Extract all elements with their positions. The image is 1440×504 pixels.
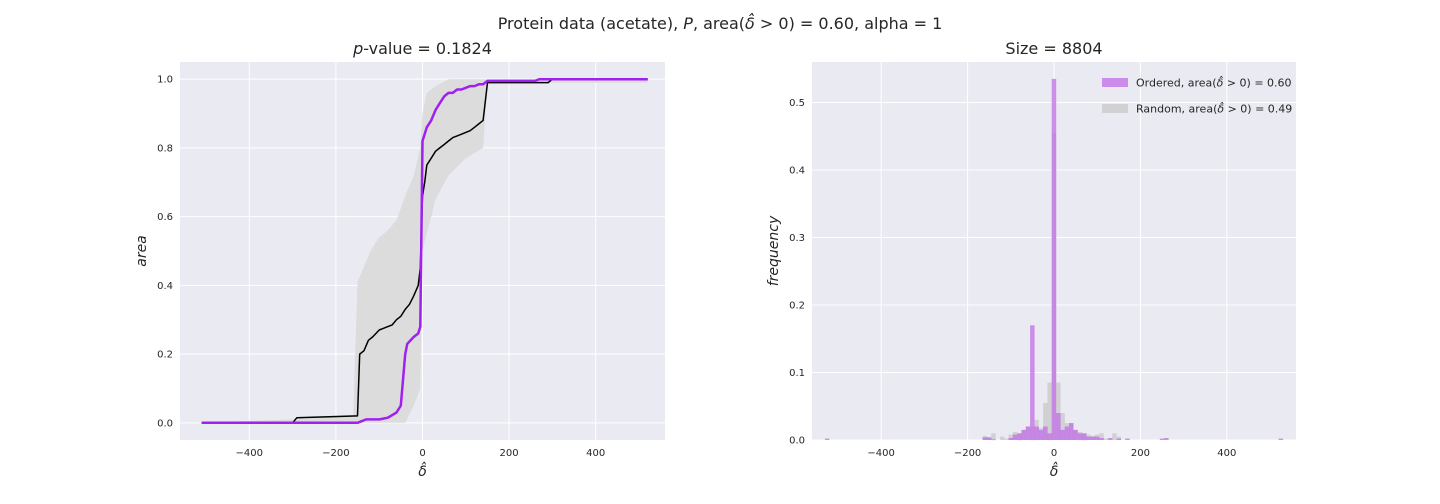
random-bar [1112,433,1117,441]
ordered-bar [991,439,996,441]
random-bar [1004,438,1009,440]
random-bar [1047,382,1052,440]
cdf-plot-xlabel: δ̂ [418,461,427,480]
histogram-plot-ylabel: frequency [766,215,782,286]
ordered-cdf-line [201,77,648,425]
ordered-bar [1077,433,1083,441]
ordered-bar [1073,429,1078,440]
ordered-bar [1094,436,1100,440]
ordered-bar [1034,426,1039,440]
ordered-bar [1017,433,1022,441]
x-tick-label: 200 [500,448,519,459]
ordered-bar [1090,436,1096,440]
ordered-bar [1030,325,1035,441]
histogram-plot-title: Size = 8804 [1005,39,1102,58]
ordered-bar [1069,423,1074,440]
figure-suptitle: Protein data (acetate), P, area(δ̂ > 0) … [498,13,943,33]
random-bar [991,433,996,441]
ordered-bar [1025,426,1031,440]
ordered-bar [1056,413,1061,440]
histogram-plot-tick-labels: −400 −200 0 200 400 0.0 0.1 0.2 0.3 0.4 0.5 [789,98,1236,459]
legend-label-random: Random, area(δ̂ > 0) = 0.49 [1136,101,1292,115]
y-tick-label: 0.5 [789,98,805,109]
ordered-bar [1051,78,1057,441]
x-tick-label: −200 [322,448,349,459]
ordered-bar [1125,438,1130,440]
random-bar [1056,382,1061,440]
y-tick-label: 0.8 [157,143,173,154]
y-tick-label: 1.0 [157,75,173,86]
ordered-bar [1099,438,1104,440]
random-bar [1008,434,1013,440]
random-bar [1043,402,1048,440]
confidence-band-area [197,79,648,423]
y-tick-label: 0.0 [789,436,805,447]
random-bar [1103,438,1109,440]
random-bar [999,436,1005,440]
ordered-bar [1116,438,1122,440]
x-tick-label: 400 [1217,448,1236,459]
cdf-plot-tick-labels: −400 −200 0 200 400 0.0 0.2 0.4 0.6 0.8 1.0 [157,75,605,459]
histogram-legend: Ordered, area(δ̂ > 0) = 0.60 Random, are… [1102,75,1292,116]
ordered-bar [1164,438,1169,440]
ordered-bar [1060,429,1065,440]
random-bar [1099,433,1104,441]
legend-swatch-random [1102,104,1128,113]
x-tick-label: −400 [867,448,894,459]
histogram-bars [824,78,1284,441]
ordered-bar [1107,438,1113,440]
x-tick-label: −200 [954,448,981,459]
ordered-bar [1021,429,1026,440]
y-tick-label: 0.1 [789,368,805,379]
random-confidence-band [197,79,648,423]
legend-label-ordered: Ordered, area(δ̂ > 0) = 0.60 [1136,75,1292,89]
x-tick-label: 0 [419,448,425,459]
ordered-bar [1159,438,1165,440]
cdf-plot-ylabel: area [134,235,150,267]
random-bar [1060,413,1065,440]
random-bar [1116,436,1122,440]
ordered-bar [986,437,992,440]
ordered-bar [1008,438,1013,440]
cdf-lines [201,77,648,425]
x-tick-label: −400 [236,448,263,459]
ordered-bar [1278,438,1284,440]
y-tick-label: 0.2 [157,350,173,361]
ordered-bar [824,438,830,440]
histogram-plot: −400 −200 0 200 400 0.0 0.1 0.2 0.3 0.4 0.5 Size =… [766,39,1296,480]
ordered-bar [1082,433,1087,441]
x-tick-label: 0 [1051,448,1057,459]
ordered-bar [1043,426,1048,440]
ordered-bar [982,437,988,440]
y-tick-label: 0.4 [789,166,805,177]
x-tick-label: 200 [1131,448,1150,459]
y-tick-label: 0.2 [789,301,805,312]
ordered-bar [1038,429,1044,440]
random-mean-line [201,78,648,424]
ordered-bar [1064,426,1070,440]
y-tick-label: 0.3 [789,233,805,244]
ordered-bar [1047,433,1052,441]
x-tick-label: 400 [586,448,605,459]
cdf-plot: −400 −200 0 200 400 0.0 0.2 0.4 0.6 0.8 1.0 p-valu… [134,39,665,480]
legend-swatch-ordered [1102,78,1128,87]
y-tick-label: 0.6 [157,212,173,223]
y-tick-label: 0.4 [157,281,173,292]
cdf-plot-title: p-value = 0.1824 [352,39,492,58]
ordered-bar [1086,436,1091,440]
y-tick-label: 0.0 [157,418,173,429]
ordered-bar [1012,434,1018,440]
histogram-plot-xlabel: δ̂ [1050,461,1059,480]
